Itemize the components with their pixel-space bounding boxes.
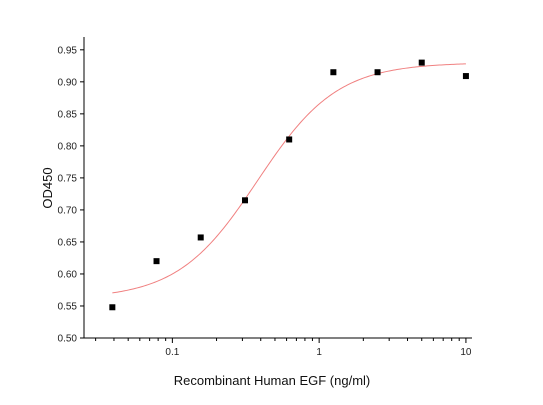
x-axis-title: Recombinant Human EGF (ng/ml) — [174, 373, 371, 388]
y-tick-label: 0.85 — [58, 109, 78, 120]
x-axis-ticks: 0.1 1 10 — [95, 338, 472, 358]
x-tick-label: 0.1 — [165, 347, 179, 358]
y-tick-label: 0.95 — [58, 45, 78, 56]
y-tick-label: 0.70 — [58, 205, 78, 216]
y-tick-label: 0.75 — [58, 173, 78, 184]
data-points — [109, 59, 469, 311]
data-point — [418, 59, 425, 66]
y-tick-label: 0.80 — [58, 141, 78, 152]
data-point — [286, 136, 293, 143]
data-point — [109, 304, 116, 311]
data-point — [153, 258, 160, 265]
data-point — [242, 197, 249, 204]
x-tick-label: 10 — [460, 347, 472, 358]
y-tick-label: 0.65 — [58, 237, 78, 248]
y-tick-label: 0.55 — [58, 301, 78, 312]
data-point — [374, 69, 381, 76]
fit-curve — [112, 63, 466, 294]
y-tick-label: 0.90 — [58, 77, 78, 88]
data-point — [462, 73, 469, 80]
y-axis-ticks: 0.50 0.55 0.60 0.65 0.70 0.75 0.80 0.85 0.90 0.95 — [58, 45, 84, 345]
x-tick-label: 1 — [316, 347, 322, 358]
data-point — [197, 234, 204, 241]
data-point — [330, 69, 337, 76]
y-tick-label: 0.50 — [58, 334, 78, 345]
y-axis-title: OD450 — [40, 167, 55, 208]
y-tick-label: 0.60 — [58, 269, 78, 280]
